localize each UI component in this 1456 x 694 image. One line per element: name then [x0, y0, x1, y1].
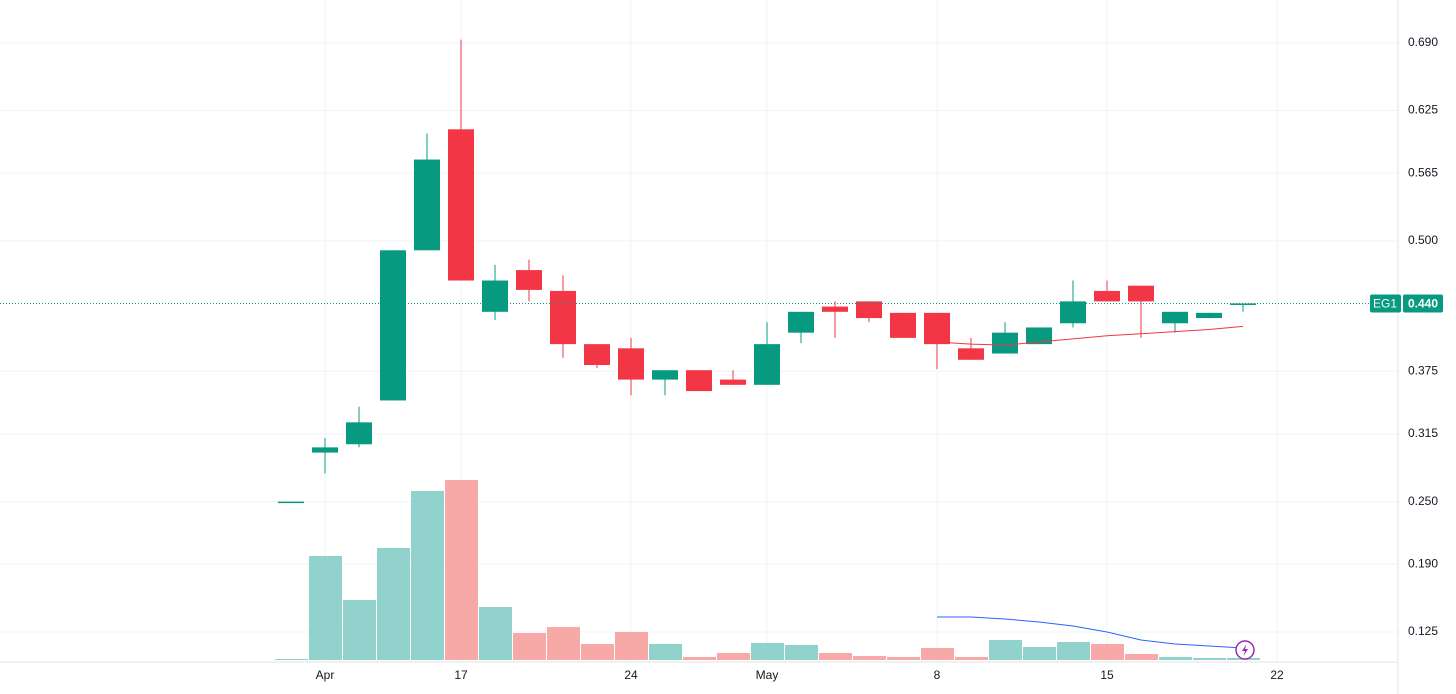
volume-bar [887, 657, 920, 660]
candle-body [958, 348, 984, 360]
candle-body [924, 312, 950, 345]
candle-body [346, 422, 372, 445]
last-price-label: 0.440 [1408, 297, 1438, 311]
candle-body [550, 290, 576, 345]
volume-bar [445, 480, 478, 660]
candle-body [754, 344, 780, 385]
candle-body [448, 129, 474, 281]
volume-bar [1023, 647, 1056, 660]
y-tick-label: 0.690 [1408, 35, 1438, 49]
candle-body [822, 306, 848, 312]
volume-bar [581, 644, 614, 660]
y-tick-label: 0.375 [1408, 363, 1438, 377]
candle-body [516, 270, 542, 290]
volume-bar [649, 644, 682, 660]
x-tick-label: May [756, 668, 779, 682]
candle-body [890, 312, 916, 338]
volume-bar [955, 657, 988, 660]
y-tick-label: 0.500 [1408, 233, 1438, 247]
candle-body [1128, 285, 1154, 302]
x-tick-label: 24 [624, 668, 638, 682]
volume-moving-average [937, 616, 1244, 649]
candle-body [1196, 312, 1222, 319]
x-tick-label: Apr [316, 668, 335, 682]
candle-body [1162, 311, 1188, 324]
volume-bar [785, 645, 818, 660]
volume-bar [615, 632, 648, 660]
volume-bar [1193, 658, 1226, 660]
volume-bar [1057, 642, 1090, 660]
symbol-label: EG1 [1373, 297, 1397, 311]
y-tick-label: 0.125 [1408, 624, 1438, 638]
y-tick-label: 0.250 [1408, 494, 1438, 508]
candle-body [788, 311, 814, 333]
volume-bar [921, 648, 954, 660]
volume-bar [751, 643, 784, 660]
candle-body [618, 348, 644, 380]
volume-bar [683, 657, 716, 660]
candle-body [1060, 301, 1086, 324]
y-tick-label: 0.315 [1408, 426, 1438, 440]
candle-body [652, 370, 678, 380]
candle-body [278, 501, 304, 504]
candle-body [414, 159, 440, 251]
volume-bar [479, 607, 512, 660]
volume-bar [377, 548, 410, 660]
volume-bar [1159, 657, 1192, 660]
y-tick-label: 0.565 [1408, 165, 1438, 179]
volume-bar [547, 627, 580, 660]
volume-bar [819, 653, 852, 660]
x-tick-label: 22 [1270, 668, 1284, 682]
candle-body [380, 250, 406, 401]
alert-icon[interactable] [1235, 640, 1255, 660]
volume-bar [513, 633, 546, 660]
volume-bar [309, 556, 342, 660]
candle-body [312, 447, 338, 453]
price-pane [0, 39, 1398, 504]
x-tick-label: 17 [454, 668, 468, 682]
candle-body [1094, 290, 1120, 302]
symbol-tag [1370, 294, 1401, 313]
x-tick-label: 8 [934, 668, 941, 682]
x-tick-label: 15 [1100, 668, 1114, 682]
candle-body [856, 301, 882, 319]
volume-bar [717, 653, 750, 660]
candle-body [482, 280, 508, 312]
candle-body [1230, 303, 1256, 305]
last-price-tag [1403, 294, 1443, 313]
candle-body [686, 370, 712, 392]
volume-bar [343, 600, 376, 660]
candle-body [720, 379, 746, 385]
axes: 0.690 0.625 0.565 0.500 0.375 0.315 0.250 0.190… [316, 35, 1443, 682]
volume-bar [1125, 654, 1158, 660]
volume-bar [989, 640, 1022, 660]
volume-bar [1091, 644, 1124, 660]
volume-pane [275, 480, 1260, 660]
volume-bar [853, 656, 886, 660]
price-moving-average [936, 325, 1244, 346]
y-tick-label: 0.625 [1408, 103, 1438, 117]
y-tick-label: 0.190 [1408, 556, 1438, 570]
alert-bolt [1242, 644, 1248, 656]
candle-body [992, 332, 1018, 354]
volume-bar [411, 491, 444, 660]
volume-bar [275, 659, 308, 660]
candle-body [584, 344, 610, 365]
candle-body [1026, 327, 1052, 345]
